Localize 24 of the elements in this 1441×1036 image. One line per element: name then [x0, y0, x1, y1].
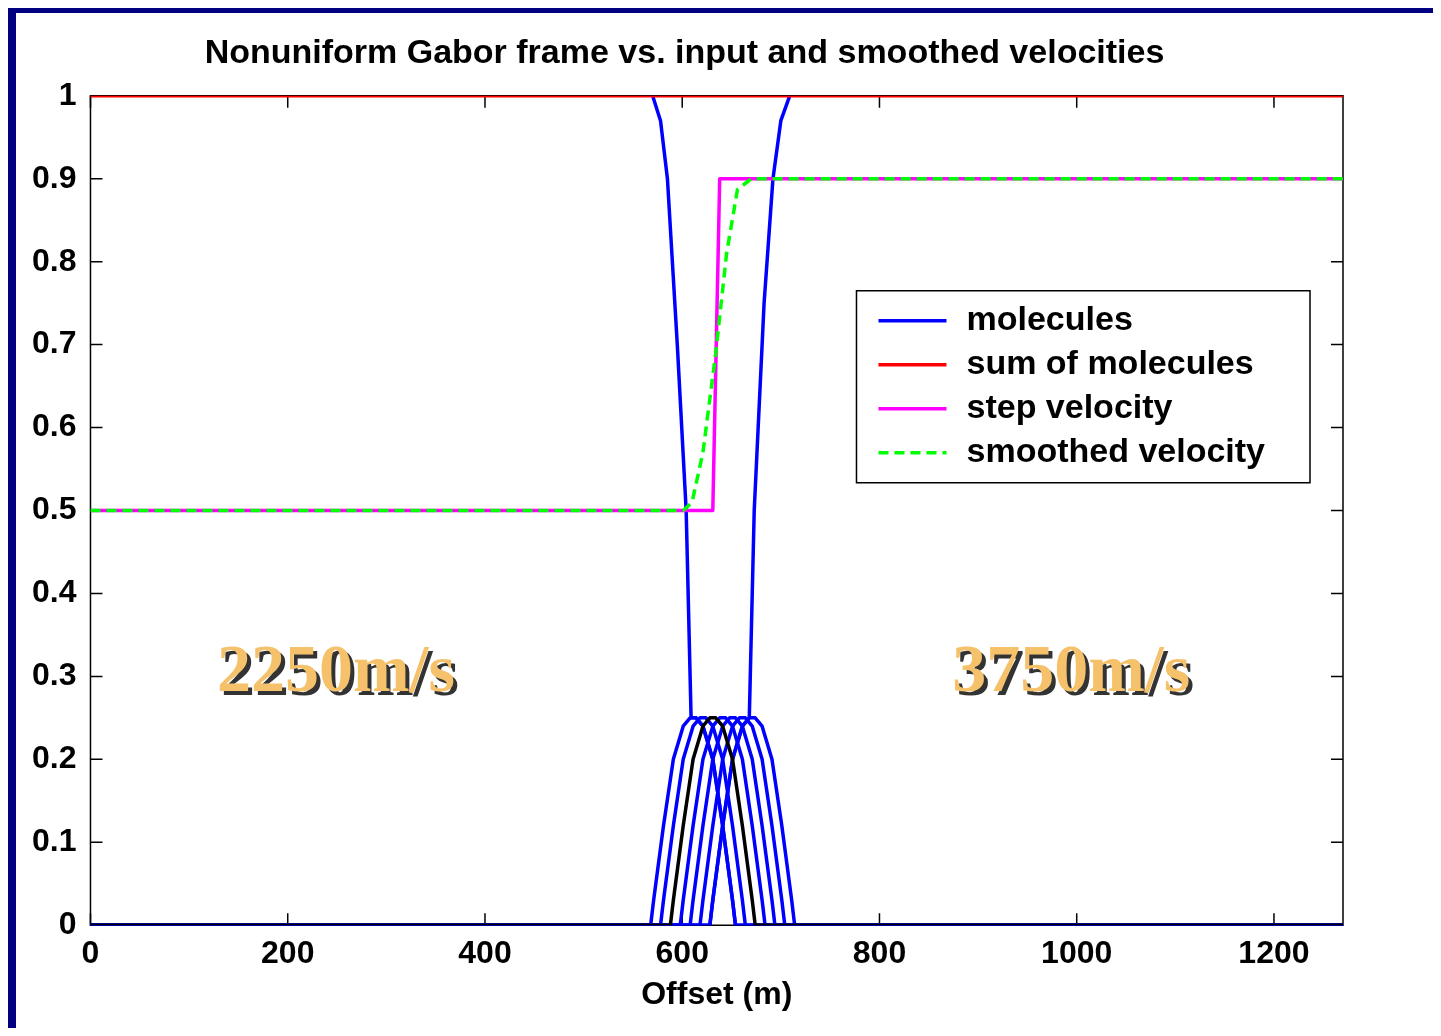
x-tick-label: 600 [655, 934, 709, 971]
y-tick-label: 0.4 [32, 573, 77, 610]
legend-label: step velocity [966, 387, 1173, 426]
y-tick-label: 0.2 [32, 739, 77, 776]
x-tick-label: 1000 [1041, 934, 1113, 971]
chart-title: Nonuniform Gabor frame vs. input and smoothed velocities [204, 31, 1165, 70]
legend-label: molecules [966, 299, 1133, 338]
x-axis-title: Offset (m) [641, 974, 793, 1011]
y-tick-label: 0.1 [32, 822, 77, 859]
y-tick-label: 0.6 [32, 407, 77, 444]
y-tick-label: 0.7 [32, 324, 77, 361]
x-tick-label: 800 [852, 934, 907, 971]
y-tick-label: 0 [58, 905, 77, 942]
y-tick-label: 1 [58, 75, 77, 112]
x-tick-label: 1200 [1238, 934, 1310, 971]
legend-label: sum of molecules [966, 343, 1254, 382]
x-tick-label: 400 [458, 934, 512, 971]
x-tick-label: 200 [261, 934, 315, 971]
legend-label: smoothed velocity [966, 431, 1266, 470]
y-tick-label: 0.3 [32, 656, 77, 693]
x-tick-label: 0 [81, 934, 100, 971]
y-tick-label: 0.9 [32, 158, 77, 195]
y-tick-label: 0.8 [32, 241, 77, 278]
y-tick-label: 0.5 [32, 490, 77, 527]
